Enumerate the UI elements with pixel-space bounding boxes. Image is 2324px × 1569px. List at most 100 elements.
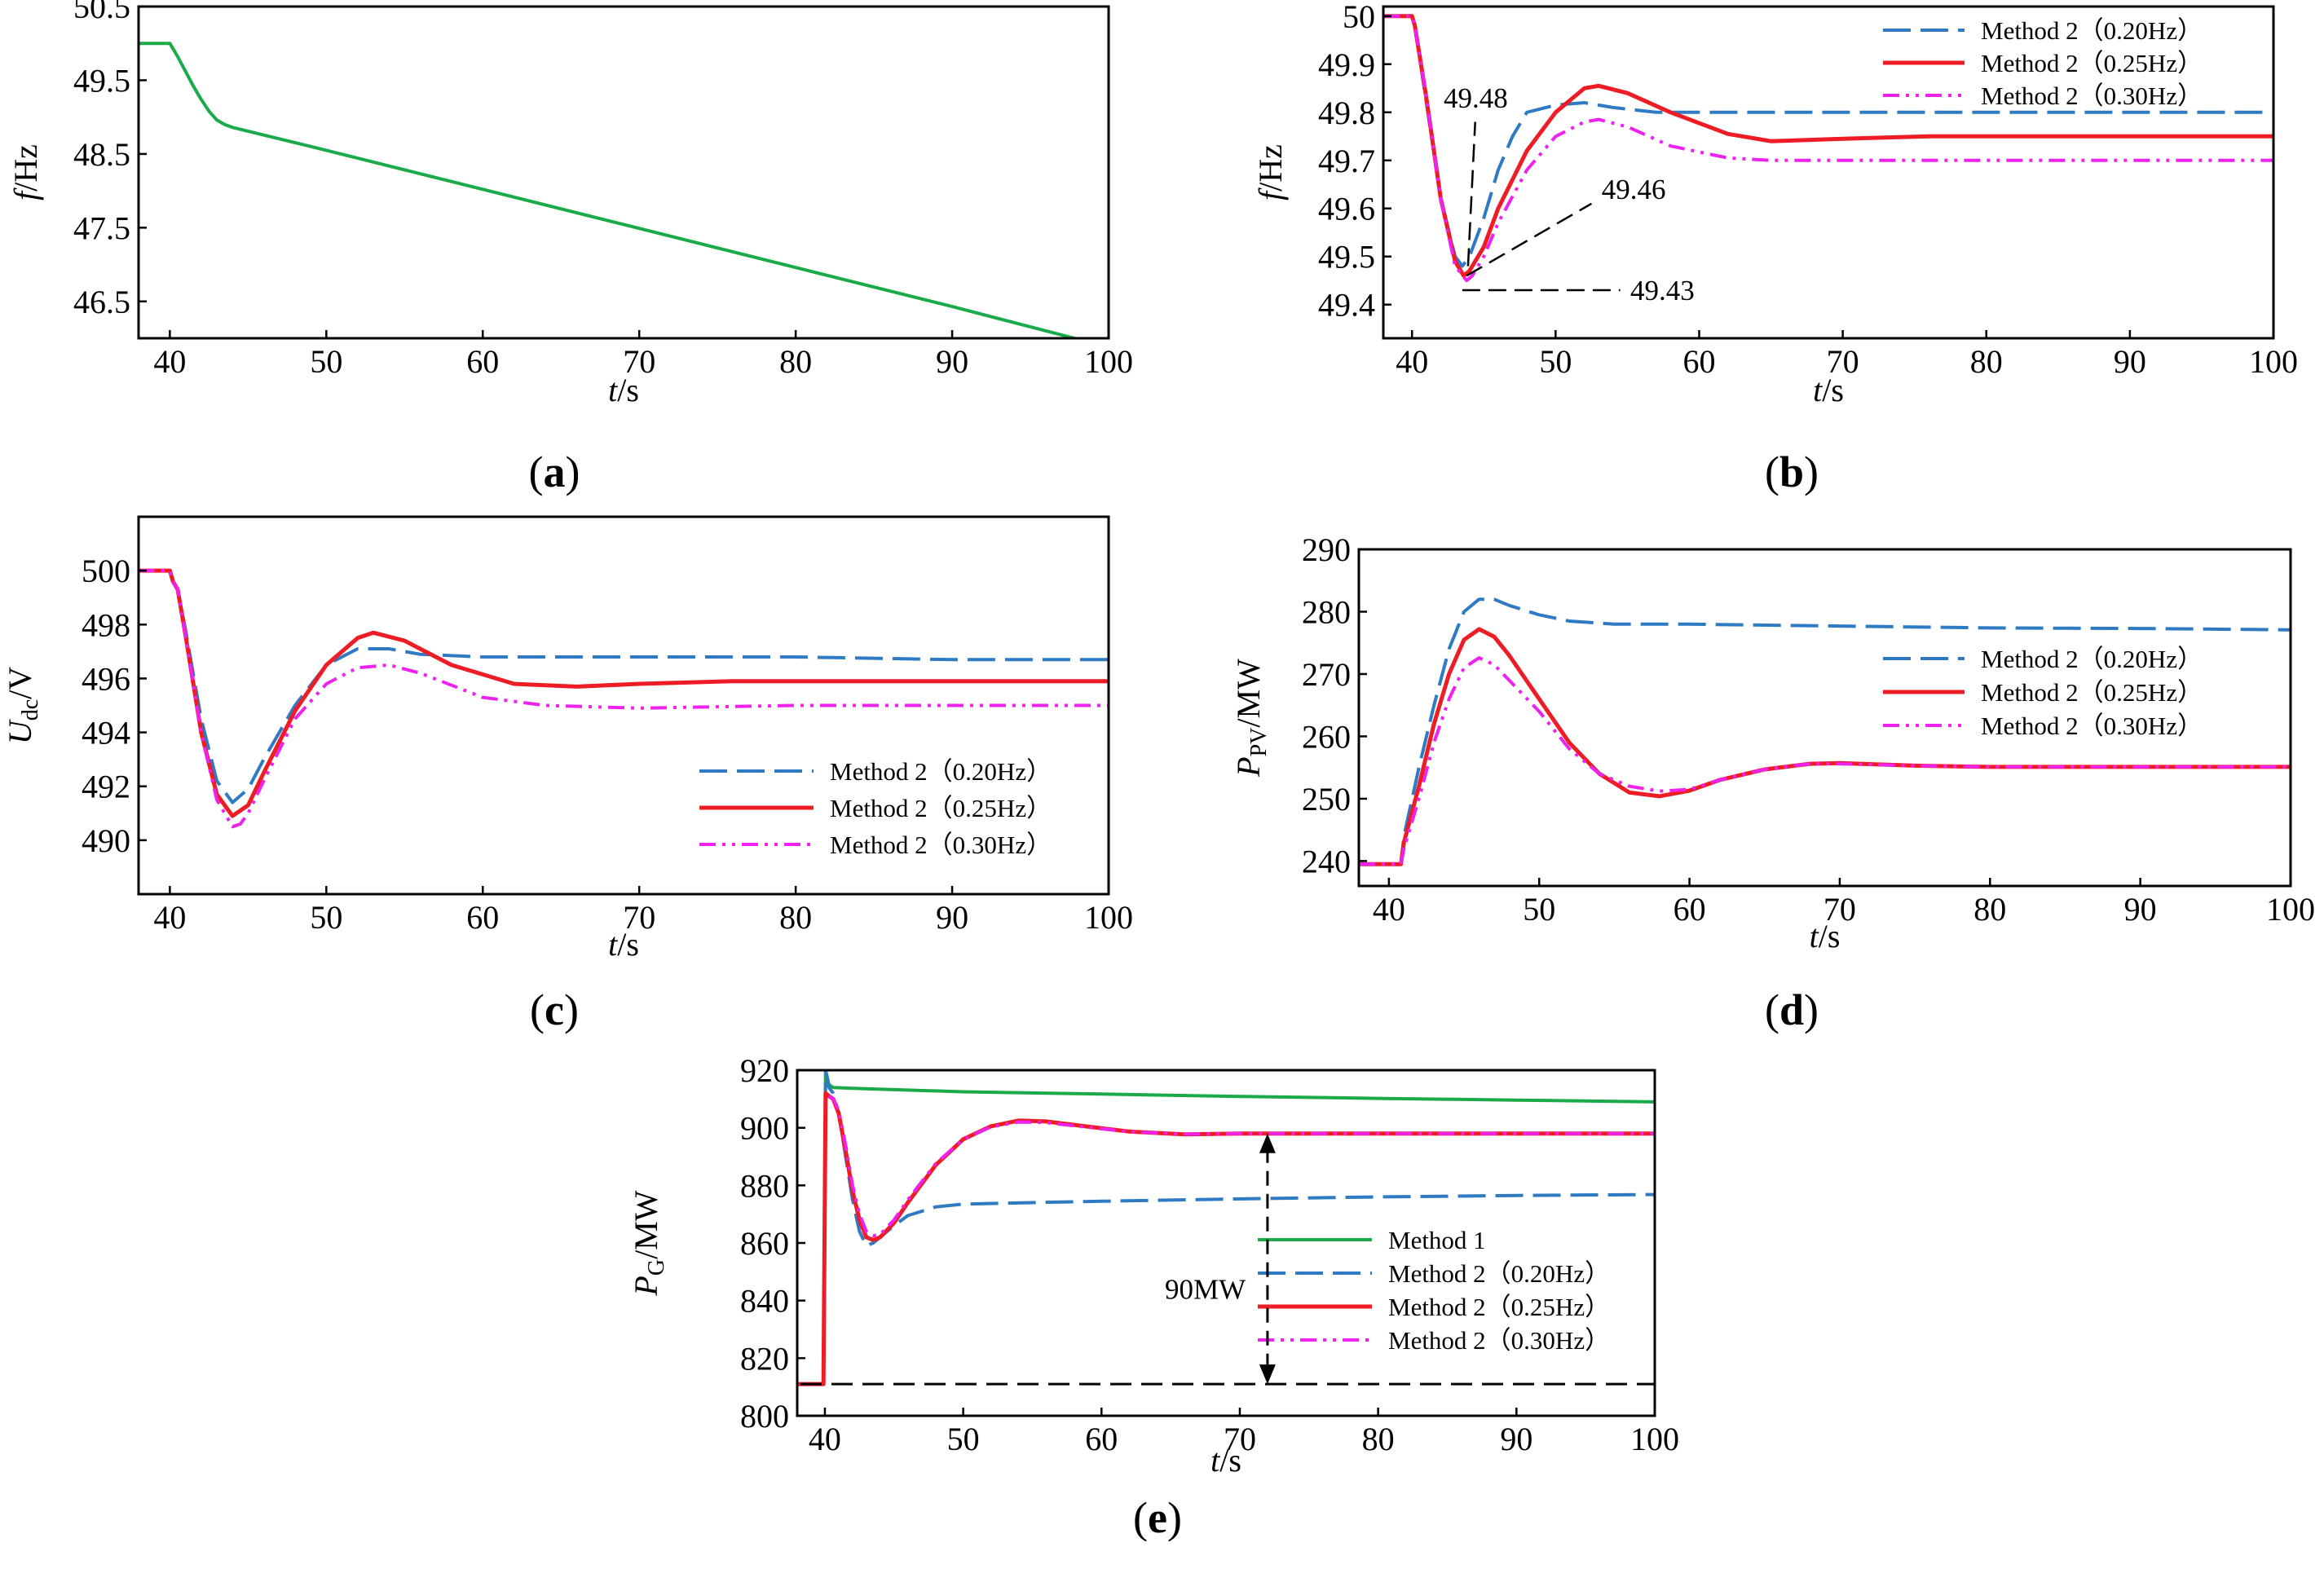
y-tick-label: 490	[82, 822, 130, 859]
annotation: 49.43	[1462, 275, 1695, 306]
caption-close: )	[566, 447, 580, 496]
arrowhead-up	[1259, 1133, 1276, 1153]
annotation-leader	[1466, 121, 1476, 267]
annotation-label: 49.46	[1602, 174, 1666, 205]
legend-label: Method 2（0.20Hz）	[830, 757, 1052, 786]
chart-a: 40 50 60 70 80 90 100 50.5 49.5 48.5 47.5 46.5 t/s f/…	[7, 0, 1133, 496]
x-axis-label-unit: /s	[617, 372, 639, 408]
plot-frame	[1357, 548, 2292, 888]
caption-open: (	[529, 447, 544, 496]
y-tick-label: 820	[740, 1340, 789, 1377]
x-tick-label: 50	[310, 899, 342, 936]
x-tick-label: 60	[466, 899, 499, 936]
y-axis-label: PG/MW	[628, 1190, 669, 1296]
y-tick-label: 250	[1302, 781, 1351, 818]
x-tick-label: 100	[2249, 343, 2298, 380]
legend-label: Method 2（0.25Hz）	[830, 794, 1052, 822]
y-axis-label-var: P	[1230, 756, 1267, 777]
y-tick-label: 49.9	[1318, 46, 1375, 83]
x-tick-label: 60	[1085, 1421, 1118, 1457]
x-tick-label: 80	[779, 343, 812, 380]
x-tick-label: 90	[2114, 343, 2146, 380]
legend-label: Method 2（0.30Hz）	[1981, 82, 2203, 110]
y-axis-label-unit: /Hz	[7, 144, 44, 192]
plot-frame	[1382, 5, 2275, 340]
x-tick-label: 50	[310, 343, 342, 380]
chart-c: 40 50 60 70 80 90 100500498496494492490t/sUdc/…	[2, 515, 1133, 1034]
x-tick-label: 50	[1539, 343, 1572, 380]
x-tick-label: 90	[936, 343, 968, 380]
x-axis-label-var: t	[1810, 918, 1819, 954]
caption-open: (	[1133, 1493, 1148, 1542]
x-tick-label: 40	[153, 343, 186, 380]
x-tick-label: 100	[1084, 899, 1133, 936]
x-tick-label: 60	[1682, 343, 1715, 380]
y-tick-label: 880	[740, 1167, 789, 1204]
y-axis-label-subscript: G	[644, 1259, 669, 1276]
series-line-b-2	[1383, 14, 2273, 283]
y-tick-label: 49.5	[1318, 239, 1375, 275]
panel-caption: (a)	[529, 447, 580, 496]
series-line-c-2	[139, 569, 1109, 829]
caption-open: (	[1765, 985, 1779, 1034]
x-tick-label: 70	[623, 343, 655, 380]
legend: Method 2（0.20Hz） Method 2（0.25Hz） Method 2…	[1883, 645, 2203, 740]
x-tick-label: 80	[1973, 891, 2006, 928]
x-axis-label: t/s	[1211, 1442, 1241, 1479]
chart-e: 40 50 60 70 80 90 100 920 900 880 860 840 820 800 t/s P…	[628, 1052, 1679, 1542]
y-tick-label: 900	[740, 1110, 789, 1147]
annotation-leader	[1466, 202, 1593, 277]
caption-close: )	[1167, 1493, 1182, 1542]
x-tick-label: 40	[809, 1421, 841, 1457]
x-tick-label: 80	[1362, 1421, 1395, 1457]
annotation-label: 90MW	[1165, 1274, 1246, 1306]
y-axis-label-subscript: dc	[18, 699, 43, 721]
x-tick-label: 80	[1970, 343, 2003, 380]
legend-label: Method 2（0.30Hz）	[1388, 1326, 1610, 1355]
legend-label: Method 2（0.20Hz）	[1981, 645, 2203, 673]
annotation-label: 49.43	[1630, 275, 1695, 306]
x-axis-label: t/s	[1810, 918, 1841, 954]
legend-label: Method 2（0.25Hz）	[1981, 49, 2203, 77]
x-axis-label-unit: /s	[1822, 372, 1844, 408]
legend: Method 2（0.20Hz） Method 2（0.25Hz） Method 2…	[699, 757, 1052, 859]
y-tick-label: 49.5	[73, 62, 130, 99]
x-axis-label-var: t	[608, 372, 618, 408]
x-tick-label: 70	[623, 899, 655, 936]
caption-letter: b	[1779, 447, 1804, 496]
plot-frame	[137, 515, 1110, 896]
x-tick-label: 70	[1224, 1421, 1256, 1457]
y-axis-label-var: U	[2, 718, 38, 744]
legend-label: Method 2（0.30Hz）	[830, 831, 1052, 859]
legend-label: Method 1	[1388, 1226, 1486, 1254]
y-tick-label: 920	[740, 1052, 789, 1089]
x-axis-label-var: t	[1211, 1442, 1220, 1479]
x-tick-label: 50	[1523, 891, 1555, 928]
caption-close: )	[1804, 985, 1819, 1034]
y-axis-label-unit: /MW	[628, 1190, 664, 1259]
legend-label: Method 2（0.25Hz）	[1981, 678, 2203, 707]
legend: Method 1 Method 2（0.20Hz） Method 2（0.25Hz）…	[1258, 1226, 1610, 1355]
series-line-e-3	[827, 1095, 1655, 1238]
y-axis-label-var: P	[628, 1276, 664, 1296]
series-line-d-2	[1359, 656, 2291, 866]
caption-open: (	[530, 985, 545, 1034]
y-tick-label: 492	[82, 769, 130, 805]
x-tick-label: 40	[1396, 343, 1428, 380]
y-tick-label: 50	[1343, 0, 1375, 35]
x-axis-label-var: t	[608, 926, 618, 963]
x-tick-label: 60	[1674, 891, 1706, 928]
x-tick-label: 90	[936, 899, 968, 936]
plot-frame	[137, 5, 1110, 340]
annotation: 49.48	[1444, 82, 1508, 267]
x-axis-label-unit: /s	[617, 926, 639, 963]
annotation-label: 49.48	[1444, 82, 1508, 114]
caption-open: (	[1765, 447, 1779, 496]
x-tick-label: 100	[1084, 343, 1133, 380]
y-tick-label: 49.8	[1318, 95, 1375, 131]
x-tick-label: 70	[1823, 891, 1856, 928]
series-line-a-0	[139, 42, 1081, 338]
y-tick-label: 50.5	[73, 0, 130, 25]
x-axis-label-unit: /s	[1219, 1442, 1241, 1479]
